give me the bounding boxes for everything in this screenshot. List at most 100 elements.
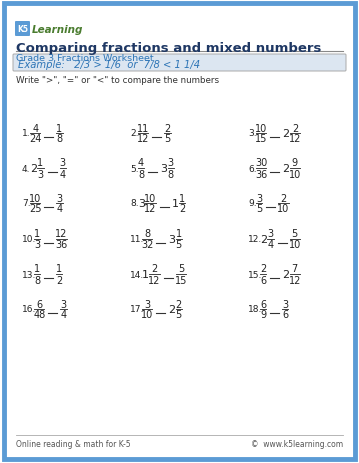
Text: 8: 8 <box>168 169 174 179</box>
Text: 16.: 16. <box>22 305 36 314</box>
Text: 12: 12 <box>144 204 157 214</box>
Text: 10.: 10. <box>22 235 36 244</box>
Text: 15: 15 <box>175 275 187 285</box>
Text: 1: 1 <box>56 123 62 133</box>
Text: 2: 2 <box>151 264 158 274</box>
FancyBboxPatch shape <box>15 22 30 37</box>
Text: 5: 5 <box>176 240 182 250</box>
Text: 1.: 1. <box>22 129 31 138</box>
Text: 8: 8 <box>144 229 150 239</box>
Text: Grade 3 Fractions Worksheet: Grade 3 Fractions Worksheet <box>16 54 154 63</box>
Text: 7.: 7. <box>22 199 31 208</box>
Text: 32: 32 <box>141 240 153 250</box>
Text: 1: 1 <box>34 264 40 274</box>
Text: 3: 3 <box>267 229 274 239</box>
Text: 24: 24 <box>29 134 41 144</box>
Text: 10: 10 <box>277 204 289 214</box>
Text: 2: 2 <box>168 304 176 314</box>
Text: 2: 2 <box>260 264 266 274</box>
Text: 3: 3 <box>56 193 62 203</box>
Text: 4: 4 <box>32 123 38 133</box>
Text: 4: 4 <box>138 158 144 168</box>
Text: 2: 2 <box>260 234 267 244</box>
Text: 15.: 15. <box>248 270 262 279</box>
Text: ©  www.k5learning.com: © www.k5learning.com <box>251 439 343 448</box>
Text: 2: 2 <box>283 163 289 174</box>
Text: 12: 12 <box>55 229 67 239</box>
Text: 12: 12 <box>289 275 301 285</box>
Text: 18.: 18. <box>248 305 262 314</box>
FancyBboxPatch shape <box>4 4 355 459</box>
Text: 1: 1 <box>172 199 179 208</box>
FancyBboxPatch shape <box>13 55 346 72</box>
Text: 2: 2 <box>282 269 289 279</box>
Text: 2.: 2. <box>130 129 139 138</box>
Text: Learning: Learning <box>32 25 83 35</box>
Text: 3: 3 <box>138 199 145 208</box>
Text: 4: 4 <box>60 169 66 179</box>
Text: 12: 12 <box>148 275 161 285</box>
Text: 36: 36 <box>255 169 267 179</box>
Text: 8: 8 <box>34 275 40 285</box>
Text: 25: 25 <box>29 204 41 214</box>
Text: 5.: 5. <box>130 164 139 173</box>
Text: 8: 8 <box>138 169 144 179</box>
Text: 3: 3 <box>60 158 66 168</box>
Text: 36: 36 <box>55 240 67 250</box>
Text: 5: 5 <box>176 310 182 320</box>
Text: 3: 3 <box>282 299 288 309</box>
Text: 2: 2 <box>56 275 62 285</box>
Text: 3: 3 <box>34 240 40 250</box>
Text: 4.: 4. <box>22 164 31 173</box>
Text: 2: 2 <box>292 123 298 133</box>
Text: 4: 4 <box>267 240 274 250</box>
Text: 12.: 12. <box>248 235 262 244</box>
Text: 6: 6 <box>36 299 42 309</box>
Text: 7: 7 <box>292 264 298 274</box>
Text: 1: 1 <box>142 269 149 279</box>
Text: 9: 9 <box>260 310 266 320</box>
Text: 3: 3 <box>168 158 174 168</box>
Text: 9: 9 <box>292 158 298 168</box>
Text: 1: 1 <box>56 264 62 274</box>
Text: Example:   2/3 > 1/6  or  7/8 < 1 1/4: Example: 2/3 > 1/6 or 7/8 < 1 1/4 <box>18 60 200 70</box>
Text: 3: 3 <box>60 299 66 309</box>
Text: 1: 1 <box>176 229 182 239</box>
Text: 14.: 14. <box>130 270 144 279</box>
Text: 2: 2 <box>283 129 289 139</box>
Text: 6: 6 <box>282 310 288 320</box>
Text: 8: 8 <box>56 134 62 144</box>
Text: 10: 10 <box>141 310 153 320</box>
Text: 4: 4 <box>60 310 66 320</box>
Text: 10: 10 <box>29 193 41 203</box>
Text: 6.: 6. <box>248 164 257 173</box>
Text: 10: 10 <box>144 193 157 203</box>
Text: Online reading & math for K-5: Online reading & math for K-5 <box>16 439 131 448</box>
Text: Comparing fractions and mixed numbers: Comparing fractions and mixed numbers <box>16 42 321 55</box>
Text: 8.: 8. <box>130 199 139 208</box>
Text: Write ">", "=" or "<" to compare the numbers: Write ">", "=" or "<" to compare the num… <box>16 76 219 85</box>
Text: 2: 2 <box>280 193 286 203</box>
Text: 3: 3 <box>168 234 176 244</box>
Text: 2: 2 <box>176 299 182 309</box>
Text: 3: 3 <box>256 193 262 203</box>
Text: 6: 6 <box>260 275 266 285</box>
Text: K5: K5 <box>17 25 28 33</box>
Text: 5: 5 <box>164 134 171 144</box>
Text: 48: 48 <box>33 310 45 320</box>
Text: 1: 1 <box>34 229 40 239</box>
Text: 3: 3 <box>144 299 150 309</box>
Text: 4: 4 <box>56 204 62 214</box>
Text: 12: 12 <box>137 134 149 144</box>
Text: 6: 6 <box>260 299 266 309</box>
Text: 3: 3 <box>160 163 167 174</box>
Text: 10: 10 <box>289 169 301 179</box>
Text: 5: 5 <box>292 229 298 239</box>
Text: 1: 1 <box>37 158 43 168</box>
Text: 15: 15 <box>255 134 267 144</box>
Text: 11: 11 <box>137 123 149 133</box>
Text: 2: 2 <box>30 163 37 174</box>
Text: 5: 5 <box>178 264 184 274</box>
Text: 9.: 9. <box>248 199 257 208</box>
Text: 10: 10 <box>289 240 301 250</box>
